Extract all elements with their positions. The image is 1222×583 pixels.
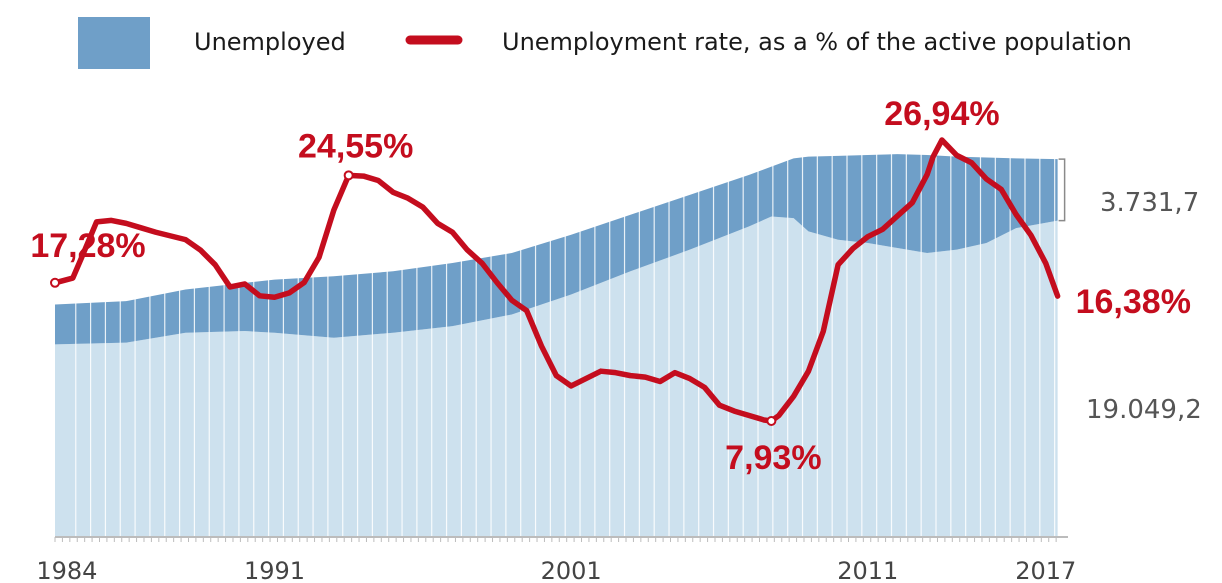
x-tick-label: 1991 — [244, 557, 305, 583]
rate-annotation-label: 7,93% — [725, 439, 821, 477]
unemployment-rate-line — [52, 137, 1061, 424]
rate-annotation-label: 26,94% — [884, 95, 999, 133]
x-tick-label: 2017 — [1015, 557, 1076, 583]
unemployed-area-layer — [55, 154, 1058, 345]
x-tick-label: 1984 — [36, 557, 97, 583]
x-tick-label: 2001 — [541, 557, 602, 583]
vertical-gridlines — [75, 150, 1056, 537]
annotation-marker — [343, 170, 354, 181]
rate-line-layer — [52, 137, 1061, 424]
rate-annotation-label: 16,38% — [1076, 283, 1191, 321]
x-axis-ticks: 1984 1991 2001 2011 2017 — [36, 557, 1076, 583]
rate-annotation-label: 17,28% — [30, 227, 145, 265]
unemployed-bracket-line — [1058, 158, 1066, 222]
rate-annotation-label: 24,55% — [298, 127, 413, 165]
legend-rate-label: Unemployment rate, as a % of the active … — [502, 28, 1132, 56]
unemployed-area — [55, 154, 1058, 345]
annotation-marker — [766, 416, 777, 426]
employed-total-label: 19.049,2 — [1086, 395, 1202, 425]
unemployed-bracket — [1058, 158, 1066, 222]
unemployed-total-label: 3.731,7 — [1100, 188, 1199, 218]
legend-unemployed-swatch — [78, 17, 150, 69]
rate-annotations: 17,28% 24,55% 7,93% 26,94% 16,38% — [30, 95, 1191, 477]
x-tick-label: 2011 — [837, 557, 898, 583]
annotation-marker — [50, 277, 60, 288]
legend-unemployed-label: Unemployed — [194, 28, 346, 56]
legend: Unemployed Unemployment rate, as a % of … — [78, 17, 1132, 69]
x-axis-baseline — [54, 536, 1068, 542]
